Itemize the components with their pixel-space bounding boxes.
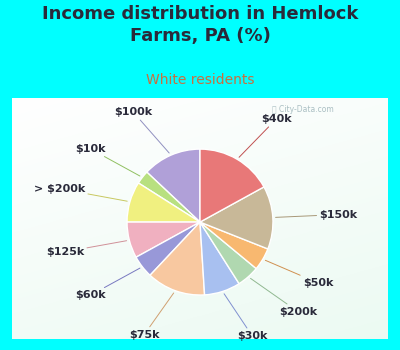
Wedge shape [127, 183, 200, 222]
Wedge shape [200, 222, 268, 268]
Wedge shape [127, 222, 200, 257]
Text: ⓘ City-Data.com: ⓘ City-Data.com [272, 105, 334, 114]
Wedge shape [200, 222, 239, 295]
Text: $10k: $10k [75, 144, 140, 176]
Text: $100k: $100k [114, 107, 169, 153]
Text: $40k: $40k [239, 114, 292, 157]
Text: $60k: $60k [75, 268, 140, 300]
Wedge shape [200, 149, 264, 222]
Text: Income distribution in Hemlock
Farms, PA (%): Income distribution in Hemlock Farms, PA… [42, 5, 358, 46]
Wedge shape [147, 149, 200, 222]
Text: $30k: $30k [224, 294, 267, 341]
Text: $50k: $50k [265, 260, 333, 288]
Wedge shape [200, 222, 256, 284]
Text: $150k: $150k [276, 210, 358, 219]
Text: White residents: White residents [146, 74, 254, 88]
Wedge shape [200, 187, 273, 249]
Text: > $200k: > $200k [34, 184, 127, 201]
Wedge shape [138, 172, 200, 222]
Text: $125k: $125k [46, 241, 126, 257]
Text: $200k: $200k [250, 278, 317, 317]
Wedge shape [150, 222, 204, 295]
Wedge shape [136, 222, 200, 275]
Text: $75k: $75k [129, 293, 174, 340]
